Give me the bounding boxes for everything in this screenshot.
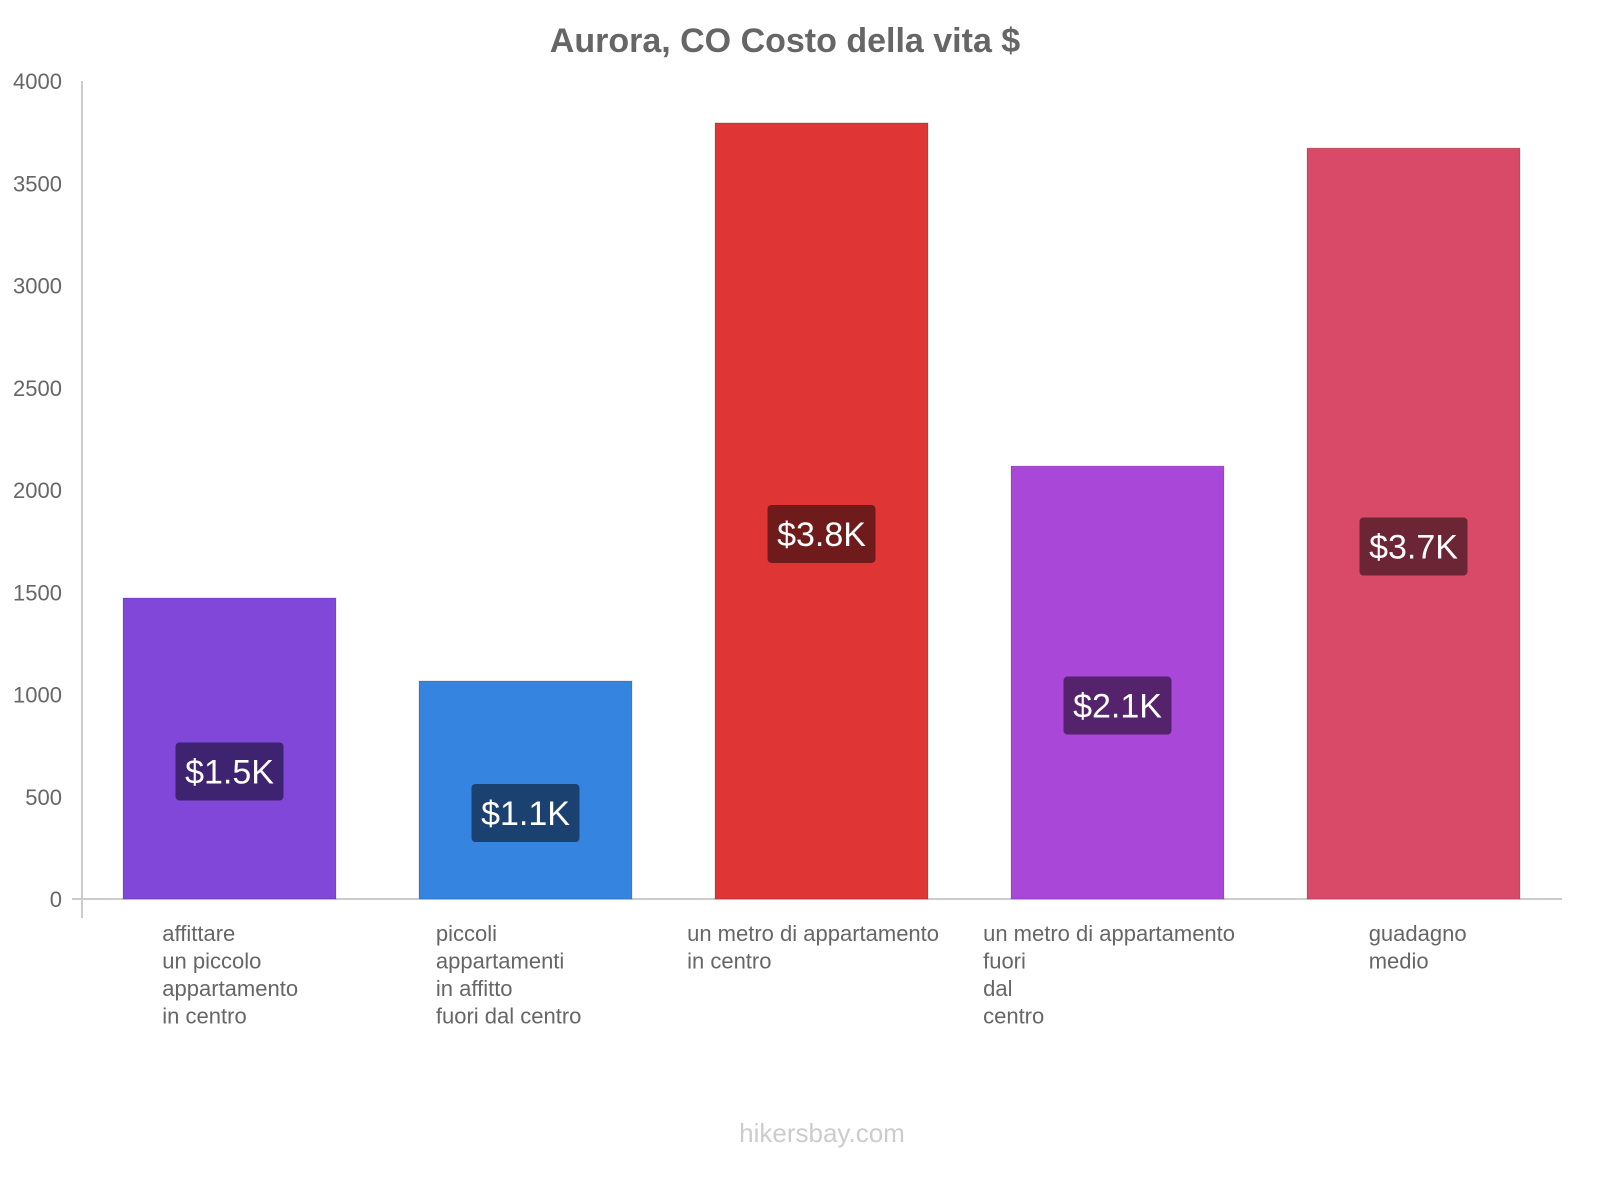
- data-label: $1.5K: [185, 753, 274, 791]
- x-category-line: un metro di appartamento: [687, 921, 939, 946]
- x-category-line: in affitto: [436, 976, 513, 1001]
- x-category-label: un metro di appartamento in centro: [687, 921, 939, 974]
- x-category-line: dal: [983, 976, 1012, 1001]
- data-label: $3.7K: [1369, 529, 1458, 567]
- x-category-line: fuori: [983, 949, 1026, 974]
- chart-title: Aurora, CO Costo della vita $: [550, 22, 1021, 60]
- x-category-line: appartamenti: [436, 949, 564, 974]
- x-category-line: guadagno: [1369, 921, 1467, 946]
- watermark: hikersbay.com: [739, 1118, 905, 1148]
- data-label-bg: [1359, 517, 1468, 576]
- x-category-label: guadagno medio: [1369, 921, 1467, 974]
- x-category-line: medio: [1369, 949, 1429, 974]
- y-tick-label: 0: [50, 887, 62, 912]
- y-tick-label: 1000: [13, 683, 62, 708]
- data-label: $2.1K: [1073, 688, 1162, 726]
- data-label-bg: [471, 784, 580, 843]
- data-label-bg: [1063, 676, 1172, 735]
- x-category-line: in centro: [687, 949, 771, 974]
- x-category-line: appartamento: [162, 976, 298, 1001]
- x-category-label: affittare un piccolo appartamento in centro: [162, 921, 298, 1029]
- x-category-label: un metro di appartamento fuori dal centro: [983, 921, 1235, 1029]
- y-tick-label: 2500: [13, 376, 62, 401]
- y-tick-label: 3500: [13, 171, 62, 196]
- y-tick-label: 3000: [13, 274, 62, 299]
- data-label: $1.1K: [481, 795, 570, 833]
- y-tick-label: 2000: [13, 478, 62, 503]
- data-label: $3.8K: [777, 516, 866, 554]
- x-category-line: un metro di appartamento: [983, 921, 1235, 946]
- x-category-line: fuori dal centro: [436, 1004, 582, 1029]
- x-category-line: affittare: [162, 921, 235, 946]
- y-tick-label: 1500: [13, 580, 62, 605]
- x-category-line: un piccolo: [162, 949, 261, 974]
- y-tick-label: 500: [25, 785, 62, 810]
- x-category-line: centro: [983, 1004, 1044, 1029]
- y-tick-label: 4000: [13, 69, 62, 94]
- x-category-line: in centro: [162, 1004, 246, 1029]
- x-category-label: piccoli appartamenti in affitto fuori dal c…: [436, 921, 582, 1029]
- data-label-bg: [767, 504, 876, 563]
- data-label-bg: [175, 742, 284, 801]
- x-category-line: piccoli: [436, 921, 497, 946]
